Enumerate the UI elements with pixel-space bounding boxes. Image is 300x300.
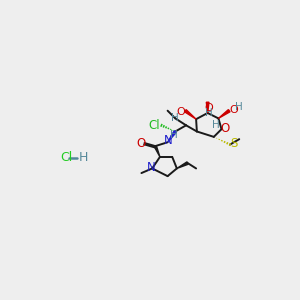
Text: H: H bbox=[212, 119, 220, 130]
Polygon shape bbox=[184, 110, 196, 119]
Text: Cl: Cl bbox=[60, 151, 72, 164]
Text: N: N bbox=[164, 134, 173, 147]
Text: H: H bbox=[205, 108, 213, 118]
Text: O: O bbox=[204, 103, 213, 112]
Polygon shape bbox=[218, 110, 230, 118]
Text: Cl: Cl bbox=[149, 119, 160, 132]
Text: O: O bbox=[220, 122, 229, 135]
Text: H: H bbox=[170, 130, 178, 140]
Text: H: H bbox=[79, 151, 88, 164]
Text: H: H bbox=[235, 102, 243, 112]
Text: O: O bbox=[230, 105, 238, 115]
Polygon shape bbox=[206, 102, 209, 113]
Text: O: O bbox=[176, 107, 185, 117]
Text: N: N bbox=[147, 161, 156, 174]
Text: H: H bbox=[171, 112, 179, 123]
Text: O: O bbox=[136, 136, 145, 149]
Polygon shape bbox=[154, 146, 160, 157]
Polygon shape bbox=[168, 131, 176, 142]
Text: S: S bbox=[230, 137, 238, 150]
Polygon shape bbox=[177, 162, 188, 168]
